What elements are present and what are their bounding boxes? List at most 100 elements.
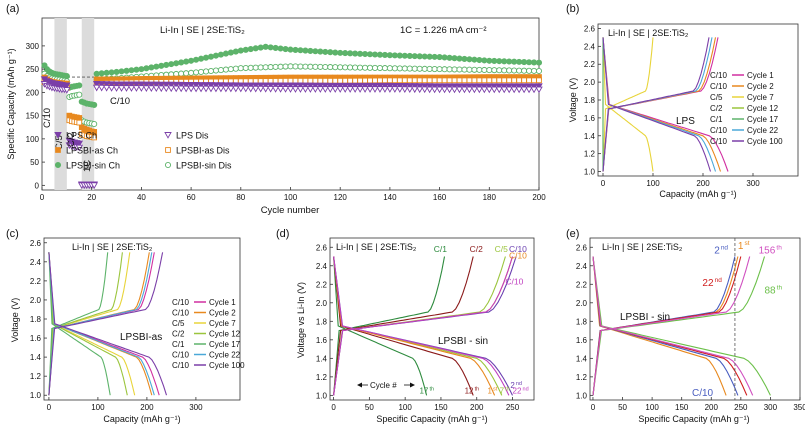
- cycle-label-suffix: st: [744, 240, 749, 247]
- data-point: [481, 77, 488, 84]
- data-point: [107, 81, 116, 89]
- data-point: [326, 82, 335, 90]
- data-point: [471, 56, 478, 63]
- panel-d-label: (d): [276, 228, 289, 240]
- y-tick-label: 1.4: [584, 132, 596, 141]
- data-point: [342, 50, 349, 57]
- data-point: [346, 82, 354, 90]
- data-point: [530, 86, 538, 94]
- data-point: [148, 64, 155, 71]
- data-point: [342, 77, 349, 84]
- rate-band: [54, 18, 67, 190]
- data-point: [157, 81, 166, 89]
- data-point: [416, 53, 423, 60]
- data-point: [510, 83, 518, 91]
- panel-c-title: Li-In | SE | 2SE:TiS₂: [72, 242, 153, 252]
- data-point: [445, 86, 454, 94]
- data-point: [252, 45, 259, 52]
- data-point: [242, 64, 249, 72]
- x-tick-label: 160: [433, 193, 447, 202]
- curve-label: C/5: [495, 244, 509, 254]
- rate-label-c10-second: C/10: [110, 96, 130, 107]
- cycle-label: 2: [714, 246, 720, 257]
- data-point: [137, 81, 146, 89]
- x-tick-label: 50: [618, 403, 627, 412]
- discharge-curve: [602, 37, 722, 172]
- data-point: [197, 85, 205, 93]
- data-point: [352, 50, 359, 57]
- data-point: [366, 51, 374, 58]
- x-tick-label: 150: [434, 403, 448, 412]
- y-tick-label: 0: [35, 181, 40, 190]
- data-point: [122, 85, 131, 92]
- panel-b-title: Li-In | SE | 2SE:TiS₂: [608, 28, 689, 38]
- data-point: [332, 49, 339, 56]
- charge-curve: [48, 252, 123, 396]
- x-tick-label: 300: [764, 403, 778, 412]
- data-point: [127, 81, 136, 89]
- data-point: [317, 48, 324, 55]
- cycle-label-suffix: th: [777, 285, 783, 292]
- data-point: [520, 83, 528, 91]
- data-point: [193, 69, 200, 76]
- charge-curve: [602, 37, 654, 172]
- data-point: [207, 82, 215, 89]
- data-point: [97, 81, 106, 88]
- data-point: [351, 86, 359, 93]
- y-tick-label: 2.6: [584, 24, 596, 33]
- panel-e-rate-label: C/10: [692, 388, 714, 399]
- data-point: [306, 86, 315, 93]
- legend-entry: LPS Dis: [176, 131, 209, 141]
- legend-entry: Cycle 22: [747, 126, 779, 135]
- legend-entry: Cycle 7: [747, 93, 774, 102]
- data-point: [456, 77, 463, 84]
- data-point: [341, 86, 349, 93]
- y-tick-label: 1.4: [316, 354, 328, 363]
- discharge-curve: [333, 256, 428, 396]
- data-point: [346, 86, 354, 93]
- legend-entry: Cycle 1: [209, 298, 236, 307]
- cycle-label: 156: [759, 246, 776, 257]
- data-point: [291, 82, 300, 90]
- discharge-curve: [48, 252, 155, 396]
- data-point: [535, 83, 543, 91]
- data-point: [396, 52, 403, 59]
- data-point: [357, 77, 363, 84]
- data-point: [475, 83, 484, 91]
- data-point: [456, 55, 463, 62]
- panel-c-ylabel: Voltage (V): [10, 298, 20, 343]
- data-point: [165, 147, 171, 153]
- y-tick-label: 1.2: [30, 372, 42, 381]
- data-point: [113, 68, 120, 75]
- data-point: [183, 70, 190, 77]
- data-point: [337, 77, 344, 84]
- data-point: [287, 77, 294, 84]
- data-point: [164, 161, 172, 169]
- data-point: [480, 83, 489, 91]
- data-point: [122, 81, 131, 89]
- data-point: [232, 48, 239, 55]
- data-point: [188, 69, 195, 76]
- data-point: [436, 53, 443, 61]
- panel-c-legend: C/10 Cycle 1 C/10 Cycle 2 C/5 Cycle 7 C/2 Cycle…: [172, 298, 245, 370]
- legend-rate: C/10: [172, 309, 189, 318]
- data-point: [371, 64, 379, 71]
- data-point: [112, 81, 121, 89]
- panel-b: (b) 0 100 200 300 1.0 1.2 1.4 1.6 1.8 2.0 2.2 2.4 2.…: [566, 3, 799, 199]
- data-point: [431, 65, 438, 73]
- data-point: [441, 54, 448, 61]
- data-point: [276, 82, 285, 90]
- charge-curve: [333, 256, 474, 396]
- data-point: [416, 77, 423, 84]
- data-point: [267, 44, 274, 51]
- data-point: [381, 86, 389, 93]
- data-point: [177, 81, 185, 89]
- data-point: [222, 66, 229, 73]
- cycle-label: 22: [513, 387, 522, 396]
- discharge-curve: [592, 256, 748, 396]
- data-point: [426, 65, 433, 72]
- data-point: [182, 85, 190, 93]
- y-tick-label: 1.4: [576, 354, 588, 363]
- data-point: [516, 67, 523, 74]
- discharge-curve: [592, 256, 754, 396]
